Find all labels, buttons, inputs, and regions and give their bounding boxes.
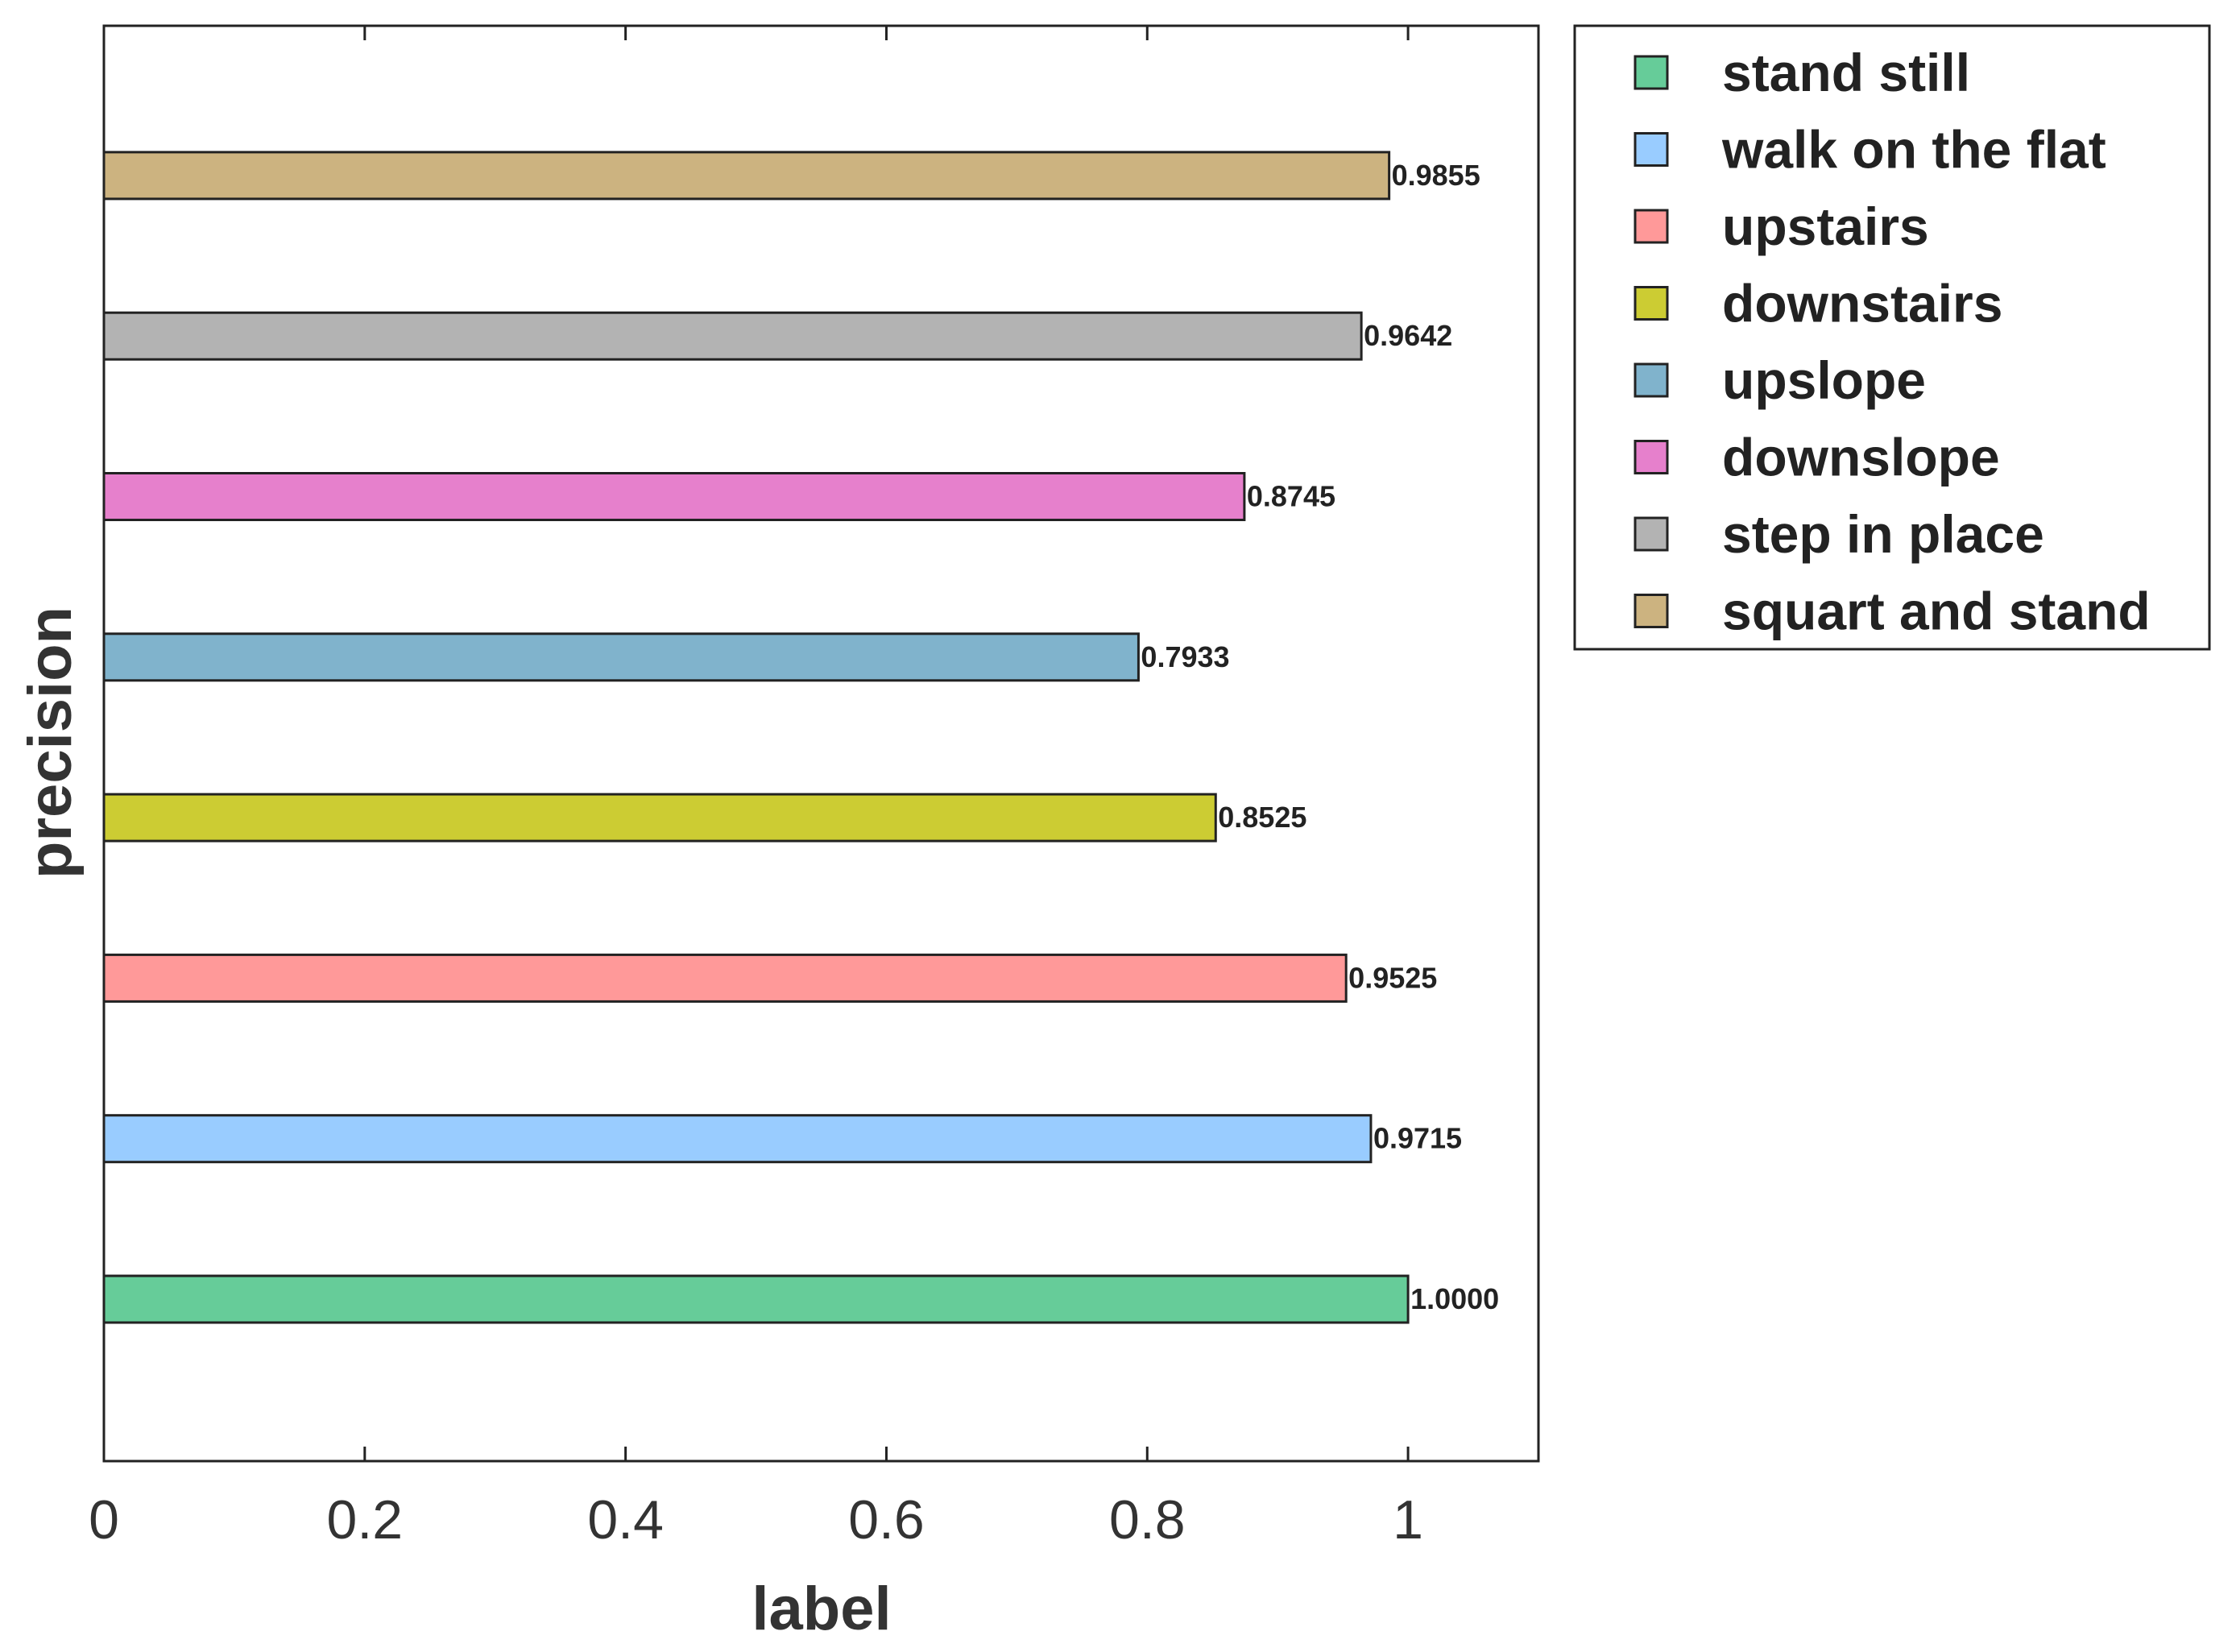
bar-stand-still [102,1274,1410,1324]
bar-value-label: 0.9715 [1373,1122,1462,1155]
bar-value-label: 0.7933 [1141,640,1229,673]
legend-label: downslope [1722,428,2000,487]
legend-swatch [1634,286,1669,321]
x-tick-label: 0.2 [327,1489,404,1551]
bar-value-label: 0.9642 [1364,319,1452,352]
legend-swatch [1634,362,1669,398]
x-tick-label: 0.8 [1109,1489,1186,1551]
legend-swatch [1634,440,1669,474]
x-tick-label: 0.6 [848,1489,925,1551]
x-tick-label: 1 [1393,1489,1423,1551]
legend-label: walk on the flat [1721,120,2106,180]
legend-items: stand still walk on the flat upstairs downs… [1634,43,2151,641]
bar-value-label: 0.9525 [1348,961,1437,994]
legend-swatch [1634,55,1669,90]
bars-layer: 1.0000 0.9715 0.9525 0.8525 0.7933 0.8745 0.96… [102,151,1499,1324]
bar-value-label: 0.8745 [1247,480,1335,513]
legend-swatch [1634,132,1669,167]
bar-step-in-place [102,311,1363,361]
bar-upstairs [102,953,1348,1003]
bar-downslope [102,472,1246,521]
legend: stand still walk on the flat upstairs downs… [1573,24,2211,651]
legend-swatch [1634,516,1669,552]
legend-swatch [1634,594,1669,628]
x-axis-ticks: 0 0.2 0.4 0.6 0.8 1 [89,26,1423,1551]
legend-label: upslope [1722,350,1926,410]
bar-downstairs [102,793,1217,843]
bar-walk-on-the-flat [102,1114,1373,1164]
legend-label: step in place [1722,504,2044,564]
x-tick-label: 0 [89,1489,119,1551]
bar-value-label: 0.9855 [1392,159,1480,192]
bar-squart-and-stand [102,151,1391,201]
bar-value-label: 0.8525 [1218,801,1306,834]
legend-swatch [1634,209,1669,244]
bar-upslope [102,632,1140,682]
legend-label: stand still [1722,43,1970,102]
x-axis-label: label [752,1575,891,1643]
legend-label: downstairs [1722,274,2002,333]
y-axis-label: precision [16,607,85,879]
legend-label: upstairs [1722,197,1929,256]
bar-value-label: 1.0000 [1410,1282,1499,1315]
x-tick-label: 0.4 [587,1489,664,1551]
legend-label: squart and stand [1722,582,2151,641]
plot-area-frame [102,24,1540,1463]
legend-box [1573,24,2211,651]
